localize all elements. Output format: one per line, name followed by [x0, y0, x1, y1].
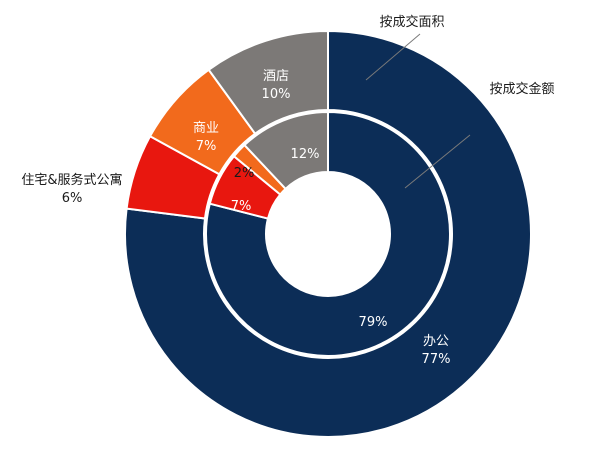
inner-ring: [205, 110, 451, 357]
inner-slice-label-2: 2%: [234, 166, 255, 181]
series-label-inner: 按成交金额: [489, 81, 554, 97]
data-labels: 办公 77% 住宅&服务式公寓 6% 商业 7% 酒店 10% 79% 7% 2% 12%: [21, 69, 450, 367]
leader-line-inner: [404, 134, 471, 189]
inner-slice-0: [205, 110, 451, 357]
inner-slice-label-1: 7%: [231, 199, 252, 214]
leader-line-outer: [365, 33, 421, 81]
inner-slice-3: [243, 110, 329, 191]
outer-slice-3: [207, 29, 329, 136]
outer-slice-label-3: 酒店 10%: [262, 69, 291, 102]
outer-slice-label-1: 住宅&服务式公寓 6%: [21, 172, 122, 206]
outer-slice-0: [124, 29, 532, 438]
outer-slice-label-0: 办公 77%: [422, 334, 451, 367]
outer-slice-label-2: 商业 7%: [193, 121, 219, 154]
inner-slice-label-3: 12%: [291, 147, 320, 162]
inner-slice-label-0: 79%: [359, 315, 388, 330]
outer-ring: [124, 29, 532, 438]
series-label-outer: 按成交面积: [379, 14, 444, 30]
